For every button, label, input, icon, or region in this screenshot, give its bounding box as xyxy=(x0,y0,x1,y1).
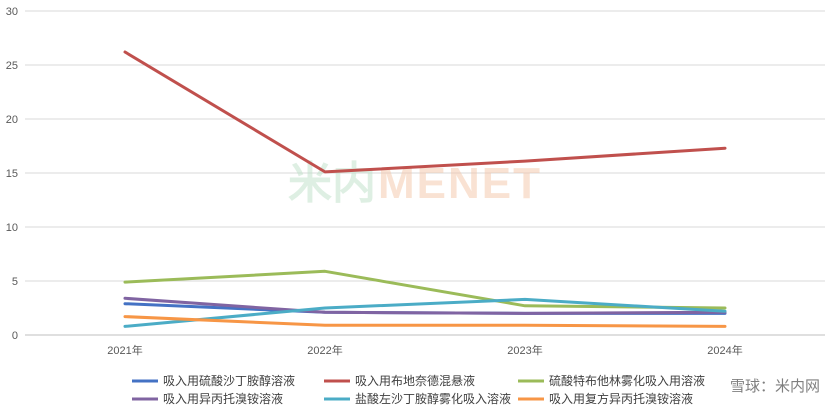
y-tick-label: 25 xyxy=(6,60,18,72)
series-line-4 xyxy=(123,296,727,315)
legend-label: 硫酸特布他林雾化吸入用溶液 xyxy=(549,373,705,388)
x-tick-label: 2022年 xyxy=(307,343,342,357)
y-tick-label: 0 xyxy=(12,330,18,342)
legend: 吸入用硫酸沙丁胺醇溶液 吸入用布地奈德混悬液 硫酸特布他林雾化吸入用溶液吸入用异丙托… xyxy=(132,373,705,406)
y-axis-ticks: 0 5 10 15 20 25 30 xyxy=(6,6,18,342)
series-line-2 xyxy=(123,50,727,174)
legend-label: 盐酸左沙丁胺醇雾化吸入溶液 xyxy=(355,391,511,406)
legend-label: 吸入用复方异丙托溴铵溶液 xyxy=(549,391,693,406)
y-tick-label: 15 xyxy=(6,168,18,180)
series-line-6 xyxy=(123,315,727,328)
y-tick-label: 5 xyxy=(12,276,18,288)
series-line-3 xyxy=(123,269,727,310)
x-tick-label: 2021年 xyxy=(107,343,142,357)
x-tick-label: 2023年 xyxy=(507,343,542,357)
legend-label: 吸入用布地奈德混悬液 xyxy=(355,373,475,388)
legend-label: 吸入用异丙托溴铵溶液 xyxy=(163,391,283,406)
x-axis-ticks: 2021年 2022年 2023年 2024年 xyxy=(107,343,742,357)
legend-label: 吸入用硫酸沙丁胺醇溶液 xyxy=(163,373,295,388)
y-tick-label: 30 xyxy=(6,6,18,18)
series-line-5 xyxy=(123,297,727,328)
watermark-cn: 米内 xyxy=(288,159,376,208)
y-tick-label: 20 xyxy=(6,114,18,126)
y-tick-label: 10 xyxy=(6,222,18,234)
footer-watermark: 雪球：米内网 xyxy=(730,378,820,395)
series-lines xyxy=(123,50,727,328)
x-tick-label: 2024年 xyxy=(707,343,742,357)
